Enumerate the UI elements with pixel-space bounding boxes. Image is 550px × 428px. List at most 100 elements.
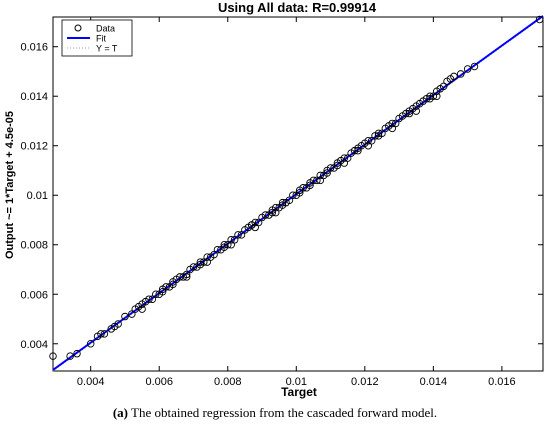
y-axis-label: Output ~= 1*Target + 4.5e-05 (4, 111, 16, 259)
data-point (333, 161, 342, 170)
data-point (364, 141, 372, 150)
data-point (227, 236, 235, 244)
data-point (110, 322, 119, 331)
data-point (271, 208, 280, 217)
data-point (374, 132, 383, 140)
data-point (145, 295, 153, 303)
data-point (148, 295, 157, 303)
data-point (340, 159, 349, 167)
y-tick-label: 0.012 (20, 141, 48, 153)
data-point (299, 184, 307, 192)
data-point (457, 70, 465, 78)
chart-title: Using All data: R=0.99914 (218, 0, 377, 15)
data-point (391, 119, 400, 128)
data-point (220, 243, 229, 251)
data-point (128, 310, 136, 318)
y-tick-label: 0.006 (20, 289, 48, 301)
data-point (388, 124, 396, 133)
caption-text: The obtained regression from the cascade… (128, 405, 438, 420)
data-point (261, 211, 270, 219)
caption-label: (a) (112, 405, 129, 420)
legend-marker-data (74, 24, 82, 32)
data-point (278, 198, 287, 207)
data-point (268, 208, 277, 217)
data-point (426, 94, 434, 103)
data-point (182, 270, 191, 279)
data-point (405, 109, 414, 118)
data-point (203, 258, 211, 266)
x-tick-label: 0.004 (77, 376, 105, 388)
data-point (189, 263, 198, 271)
data-point (439, 82, 448, 91)
data-point (295, 189, 304, 197)
data-point (343, 154, 352, 162)
data-point (247, 221, 256, 229)
data-point (121, 312, 129, 321)
data-point (326, 164, 335, 172)
data-point (237, 231, 246, 239)
data-point (182, 273, 191, 281)
data-point (433, 92, 441, 100)
x-axis-label: Target (281, 385, 317, 399)
data-point (162, 283, 170, 291)
data-point (316, 176, 325, 185)
data-point (405, 107, 414, 115)
data-point (230, 236, 239, 244)
data-point (271, 203, 280, 212)
data-point (535, 15, 544, 24)
data-point (463, 65, 472, 73)
data-point (374, 129, 383, 138)
data-point (340, 154, 349, 162)
data-point (97, 330, 105, 338)
data-point (278, 201, 287, 209)
y-tick-label: 0.008 (20, 240, 48, 252)
data-point (196, 260, 205, 269)
x-tick-label: 0.006 (145, 376, 173, 388)
data-point (227, 240, 235, 249)
x-tick-label: 0.01 (286, 376, 307, 388)
data-point (49, 352, 57, 360)
data-point (152, 290, 160, 299)
x-tick-label: 0.014 (420, 376, 448, 388)
data-point (354, 144, 362, 152)
data-point (289, 191, 297, 199)
legend-label: Fit (96, 34, 106, 44)
data-point (367, 137, 376, 145)
x-tick-label: 0.016 (488, 376, 516, 388)
data-point (388, 119, 396, 128)
y-tick-label: 0.016 (20, 42, 48, 54)
data-point (285, 196, 294, 204)
data-point (316, 171, 325, 180)
figure-caption: (a) The obtained regression from the cas… (0, 405, 550, 421)
y-tick-label: 0.014 (20, 91, 48, 103)
data-point (450, 72, 458, 81)
data-point (66, 352, 74, 360)
data-point (213, 245, 222, 254)
data-point (470, 62, 479, 71)
legend-label: Data (96, 24, 115, 34)
data-point (203, 253, 211, 261)
data-point (138, 305, 146, 313)
data-point (354, 146, 362, 155)
data-point (73, 349, 81, 358)
data-point (234, 231, 242, 239)
data-point (364, 137, 372, 145)
data-point (169, 280, 177, 289)
data-point (306, 181, 314, 190)
data-point (86, 340, 95, 348)
plot-frame (52, 16, 544, 372)
regression-chart: Using All data: R=0.99914 Output ~= 1*Ta… (4, 0, 544, 399)
data-point (323, 169, 331, 177)
legend-label: Y = T (96, 44, 118, 54)
data-point (169, 278, 177, 286)
data-point (158, 288, 167, 296)
data-point (100, 330, 109, 338)
x-tick-label: 0.012 (351, 376, 379, 388)
data-point (254, 218, 263, 227)
y-tick-label: 0.004 (20, 339, 48, 351)
x-tick-label: 0.008 (214, 376, 242, 388)
data-point (313, 176, 321, 185)
data-point (210, 250, 218, 259)
y-tick-label: 0.01 (27, 190, 48, 202)
